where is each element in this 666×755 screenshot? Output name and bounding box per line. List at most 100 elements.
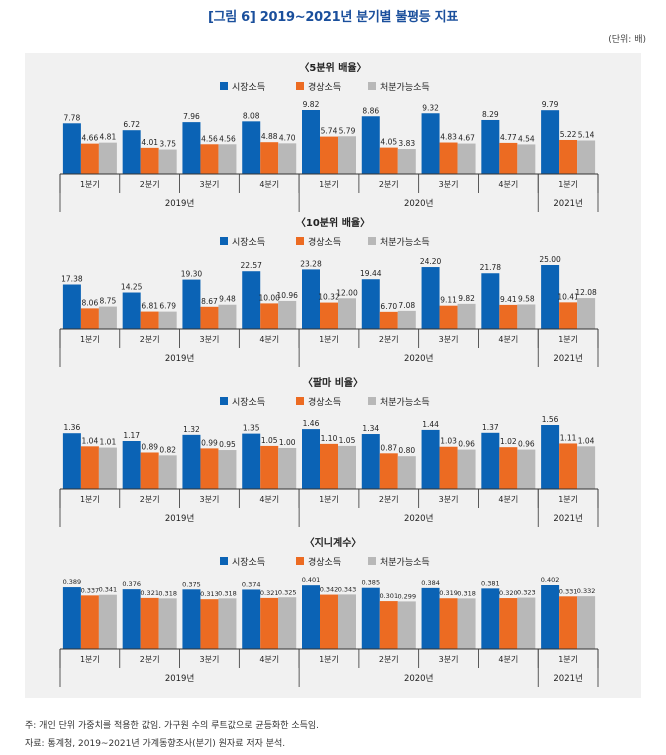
data-label: 3.83 <box>398 139 415 148</box>
data-label: 10.96 <box>276 291 298 300</box>
year-label: 2019년 <box>165 673 194 684</box>
data-label: 0.318 <box>218 589 237 597</box>
legend-label: 처분가능소득 <box>380 396 430 408</box>
data-label: 0.384 <box>421 579 440 587</box>
data-label: 0.96 <box>518 440 535 449</box>
bar <box>278 143 297 174</box>
category-label: 4분기 <box>259 180 279 189</box>
bar <box>481 588 500 649</box>
data-label: 0.313 <box>200 590 219 598</box>
bar <box>278 597 297 649</box>
data-label: 4.67 <box>458 134 475 143</box>
legend-swatch <box>220 237 228 245</box>
category-label: 1분기 <box>319 180 339 189</box>
bar <box>338 298 356 329</box>
data-label: 0.319 <box>439 589 458 597</box>
bar <box>499 304 518 329</box>
data-label: 8.86 <box>362 106 379 115</box>
bar <box>338 136 356 174</box>
data-label: 0.320 <box>499 589 518 597</box>
data-label: 1.56 <box>542 415 559 424</box>
bar <box>242 271 261 329</box>
data-label: 0.301 <box>379 592 398 600</box>
bar <box>260 303 279 329</box>
bar <box>122 589 141 649</box>
bar <box>98 447 117 489</box>
data-label: 1.35 <box>243 424 260 433</box>
data-label: 0.381 <box>481 579 500 587</box>
bar <box>481 119 500 174</box>
bar <box>577 298 596 329</box>
bar <box>62 284 81 329</box>
bar <box>218 144 237 174</box>
bar <box>80 308 99 329</box>
data-label: 9.79 <box>542 100 559 109</box>
data-label: 10.32 <box>318 293 340 302</box>
bar <box>98 142 117 174</box>
bar <box>260 597 279 649</box>
data-label: 1.10 <box>321 434 338 443</box>
data-label: 9.11 <box>440 296 457 305</box>
data-label: 0.331 <box>559 587 578 595</box>
data-label: 5.14 <box>578 131 595 140</box>
data-label: 4.70 <box>279 133 296 142</box>
data-label: 0.87 <box>380 443 397 452</box>
bar <box>140 147 159 174</box>
bar <box>158 455 177 489</box>
bar <box>439 598 458 649</box>
category-label: 4분기 <box>259 495 279 504</box>
bar <box>320 136 338 174</box>
category-label: 2분기 <box>379 335 399 344</box>
data-label: 10.41 <box>557 292 579 301</box>
bar <box>379 311 398 329</box>
bar <box>278 447 297 489</box>
bar <box>260 445 279 489</box>
bar <box>338 445 356 489</box>
bar <box>218 598 237 649</box>
data-label: 1.02 <box>500 437 517 446</box>
chart-title: 〈5분위 배율〉 <box>299 61 366 74</box>
data-label: 0.82 <box>159 445 176 454</box>
data-label: 19.30 <box>181 270 203 279</box>
data-label: 0.299 <box>397 592 416 600</box>
bar <box>242 589 261 649</box>
legend-swatch <box>220 82 228 90</box>
data-label: 12.00 <box>336 288 358 297</box>
data-label: 0.337 <box>81 586 100 594</box>
bar <box>421 587 440 649</box>
bar <box>439 142 458 174</box>
data-label: 0.89 <box>141 442 158 451</box>
year-label: 2021년 <box>553 673 582 684</box>
bar <box>577 446 596 489</box>
bar <box>361 587 380 649</box>
data-label: 1.04 <box>82 436 99 445</box>
data-label: 4.01 <box>141 138 158 147</box>
year-label: 2020년 <box>404 673 433 684</box>
data-label: 5.74 <box>321 127 338 136</box>
bar <box>559 596 578 649</box>
footnote-source: 자료: 통계청, 2019~2021년 가계동향조사(분기) 원자료 저자 분석… <box>25 739 286 749</box>
legend-label: 시장소득 <box>232 82 265 93</box>
bar <box>140 452 159 489</box>
bar <box>242 121 261 174</box>
year-label: 2021년 <box>553 513 582 524</box>
bar <box>122 292 141 329</box>
legend-label: 처분가능소득 <box>380 236 430 248</box>
bar <box>517 304 536 329</box>
category-label: 3분기 <box>439 180 459 189</box>
data-label: 0.318 <box>158 589 177 597</box>
data-label: 9.58 <box>518 294 535 303</box>
legend-swatch <box>368 237 376 245</box>
data-label: 1.01 <box>100 438 117 447</box>
data-label: 4.56 <box>201 134 218 143</box>
category-label: 2분기 <box>140 180 160 189</box>
bar <box>278 300 297 329</box>
data-label: 7.78 <box>64 113 81 122</box>
category-label: 3분기 <box>439 495 459 504</box>
data-label: 12.08 <box>575 288 597 297</box>
bar <box>517 144 536 174</box>
bar <box>541 585 560 649</box>
bar <box>439 305 458 329</box>
bar <box>421 429 440 489</box>
